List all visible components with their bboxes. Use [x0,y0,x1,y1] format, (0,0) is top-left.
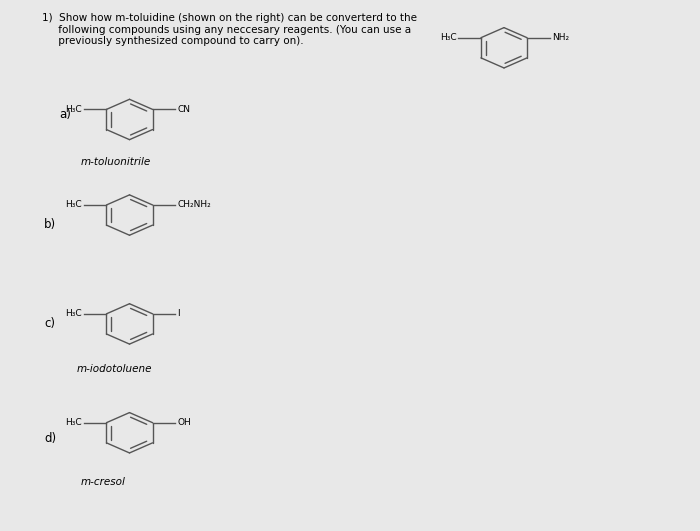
Text: H₃C: H₃C [440,33,456,42]
Text: a): a) [60,108,71,121]
Text: I: I [177,310,180,318]
Text: CN: CN [177,105,190,114]
Text: OH: OH [177,418,191,427]
Text: c): c) [44,318,55,330]
Text: NH₂: NH₂ [552,33,569,42]
Text: H₃C: H₃C [65,310,82,318]
Text: CH₂NH₂: CH₂NH₂ [177,201,211,209]
Text: H₃C: H₃C [65,105,82,114]
Text: m-iodotoluene: m-iodotoluene [77,364,153,374]
Text: m-toluonitrile: m-toluonitrile [80,157,150,167]
Text: m-cresol: m-cresol [80,477,125,487]
Text: H₃C: H₃C [65,418,82,427]
Text: H₃C: H₃C [65,201,82,209]
Text: b): b) [44,218,56,230]
Text: d): d) [44,432,56,444]
Text: 1)  Show how m-toluidine (shown on the right) can be converterd to the
     foll: 1) Show how m-toluidine (shown on the ri… [42,13,417,47]
